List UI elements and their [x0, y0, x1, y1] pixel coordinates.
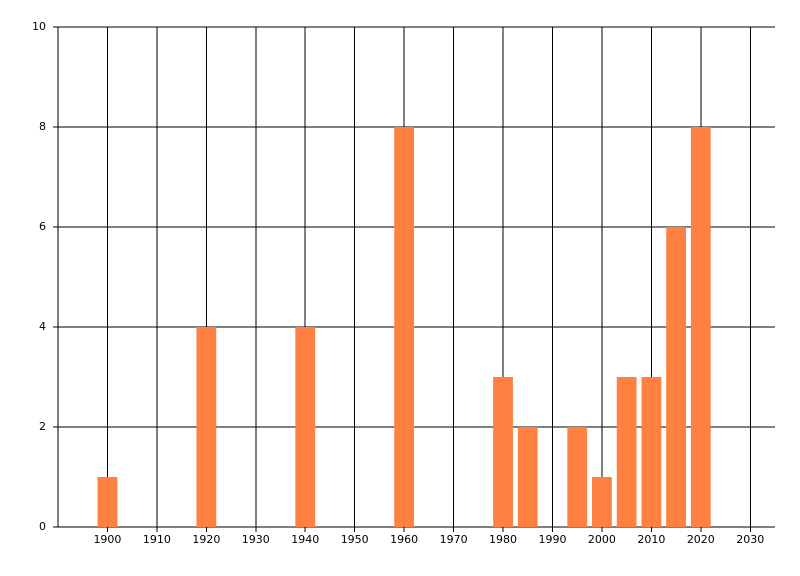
- x-tick-label: 1920: [192, 533, 220, 546]
- x-tick-label: 1980: [489, 533, 517, 546]
- x-tick-label: 1910: [143, 533, 171, 546]
- bar: [690, 127, 711, 527]
- y-tick-label: 0: [39, 520, 46, 533]
- y-tick-label: 10: [32, 20, 46, 33]
- x-tick-label: 1990: [538, 533, 566, 546]
- bar: [97, 477, 118, 527]
- x-tick-label: 1950: [341, 533, 369, 546]
- y-tick-label: 4: [39, 320, 46, 333]
- bar: [616, 377, 637, 527]
- y-tick-label: 2: [39, 420, 46, 433]
- bar: [196, 327, 217, 527]
- bar: [592, 477, 612, 527]
- x-tick-label: 1970: [440, 533, 468, 546]
- bar: [641, 377, 662, 527]
- x-tick-label: 1900: [93, 533, 121, 546]
- bar: [517, 427, 538, 527]
- bar: [295, 327, 316, 527]
- bar: [567, 427, 588, 527]
- x-tick-label: 1940: [291, 533, 319, 546]
- x-tick-label: 1930: [242, 533, 270, 546]
- x-tick-label: 2000: [588, 533, 616, 546]
- x-tick-label: 2030: [736, 533, 764, 546]
- bar: [394, 127, 415, 527]
- y-tick-label: 8: [39, 120, 46, 133]
- bar: [493, 377, 513, 527]
- y-tick-label: 6: [39, 220, 46, 233]
- x-tick-label: 2010: [637, 533, 665, 546]
- x-tick-label: 2020: [687, 533, 715, 546]
- x-tick-label: 1960: [390, 533, 418, 546]
- bar: [666, 227, 686, 527]
